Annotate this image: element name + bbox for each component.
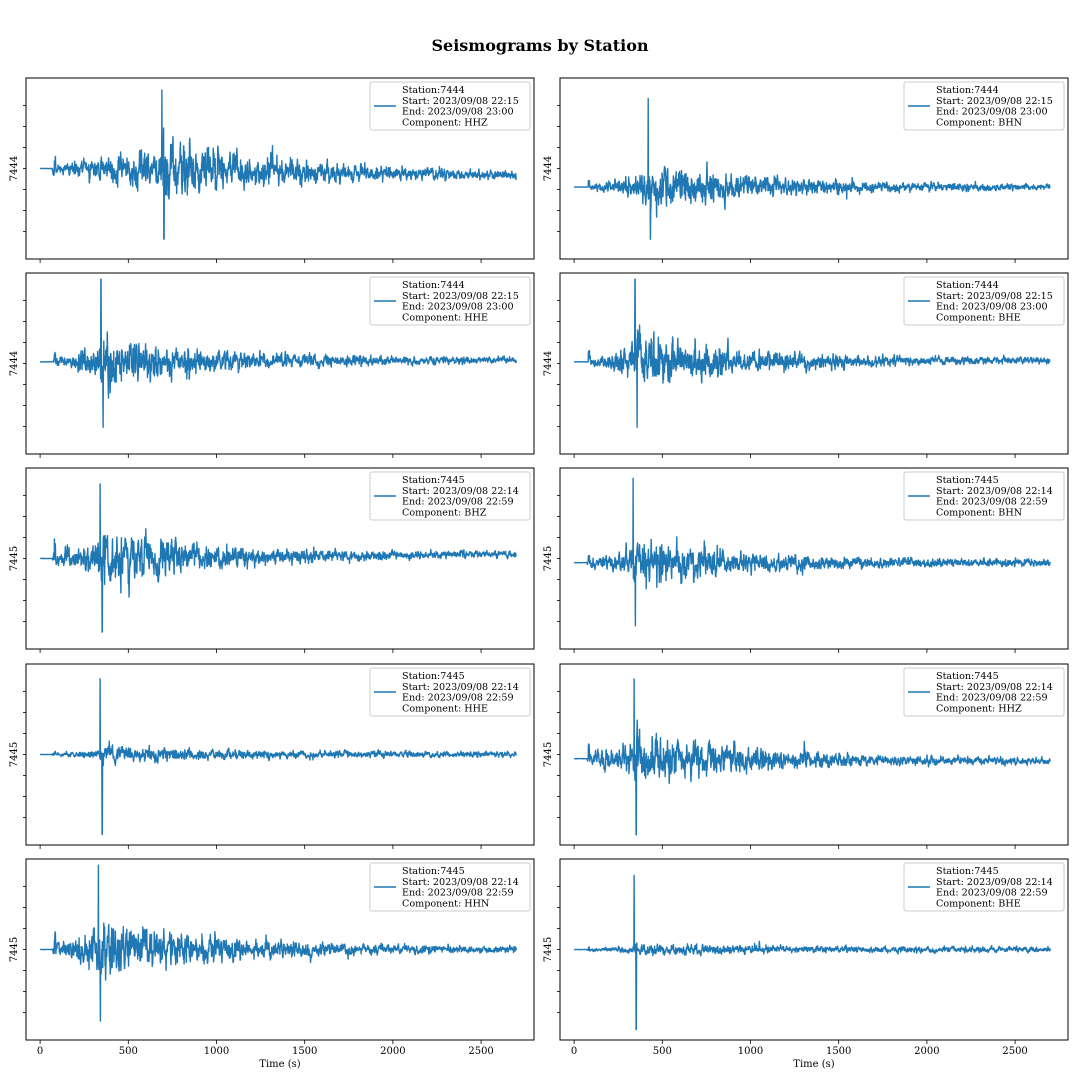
legend-text: End: 2023/09/08 23:00	[402, 302, 514, 313]
legend-box	[903, 81, 1065, 131]
legend-text: End: 2023/09/08 22:59	[936, 693, 1048, 704]
y-axis-label: 7444	[9, 156, 20, 181]
legend-text: Start: 2023/09/08 22:14	[402, 682, 519, 693]
y-axis-label: 7444	[543, 351, 554, 376]
x-tick-label: 0	[37, 1046, 43, 1057]
y-axis-label: 7445	[9, 742, 20, 767]
legend-text: Start: 2023/09/08 22:14	[936, 877, 1053, 888]
legend-text: Start: 2023/09/08 22:15	[936, 96, 1053, 107]
legend-text: Component: HHE	[402, 703, 488, 714]
legend-text: End: 2023/09/08 22:59	[936, 888, 1048, 899]
y-axis-label: 7445	[9, 937, 20, 962]
waveform-line	[573, 874, 1051, 1031]
legend-text: End: 2023/09/08 23:00	[402, 107, 514, 118]
y-axis-label: 7445	[9, 546, 20, 571]
x-tick-label: 2000	[380, 1046, 405, 1057]
legend-text: Station:7445	[402, 866, 465, 877]
legend-text: End: 2023/09/08 22:59	[936, 497, 1048, 508]
legend-box	[369, 276, 531, 326]
x-tick-label: 1000	[204, 1046, 229, 1057]
legend-box	[903, 276, 1065, 326]
legend-text: Component: BHE	[936, 312, 1021, 323]
waveform-line	[39, 89, 517, 240]
legend-text: Start: 2023/09/08 22:14	[936, 682, 1053, 693]
waveform-line	[573, 678, 1051, 836]
legend-box	[369, 862, 531, 912]
y-axis-label: 7444	[9, 351, 20, 376]
legend-box	[903, 667, 1065, 717]
legend-box	[369, 471, 531, 521]
legend-box	[369, 667, 531, 717]
x-tick-label: 1500	[826, 1046, 851, 1057]
waveform-line	[39, 678, 517, 836]
legend-text: Start: 2023/09/08 22:15	[402, 291, 519, 302]
x-tick-label: 1000	[738, 1046, 763, 1057]
legend-text: Station:7445	[936, 475, 999, 486]
legend-text: Station:7444	[936, 85, 999, 96]
y-axis-label: 7445	[543, 546, 554, 571]
x-tick-label: 500	[653, 1046, 672, 1057]
chart-title: Seismograms by Station	[431, 36, 649, 55]
waveform-line	[573, 97, 1051, 240]
legend-text: Component: BHN	[936, 117, 1022, 128]
waveform-line	[39, 483, 517, 633]
legend-text: End: 2023/09/08 22:59	[402, 497, 514, 508]
legend-text: Station:7444	[402, 280, 465, 291]
legend-text: End: 2023/09/08 22:59	[402, 888, 514, 899]
legend-text: Component: HHZ	[936, 703, 1022, 714]
waveform-line	[573, 477, 1051, 627]
waveform-line	[39, 278, 517, 428]
legend-text: End: 2023/09/08 22:59	[402, 693, 514, 704]
legend-text: End: 2023/09/08 23:00	[936, 302, 1048, 313]
legend-text: Component: HHN	[402, 898, 489, 909]
waveform-line	[39, 864, 517, 1022]
x-axis-label: Time (s)	[793, 1059, 834, 1070]
legend-text: Start: 2023/09/08 22:14	[402, 486, 519, 497]
legend-text: Start: 2023/09/08 22:15	[402, 96, 519, 107]
x-axis-label: Time (s)	[259, 1059, 300, 1070]
legend-text: Component: BHN	[936, 507, 1022, 518]
x-tick-label: 500	[119, 1046, 138, 1057]
legend-text: Component: BHE	[936, 898, 1021, 909]
legend-box	[903, 471, 1065, 521]
legend-text: Start: 2023/09/08 22:14	[402, 877, 519, 888]
legend-text: Start: 2023/09/08 22:15	[936, 291, 1053, 302]
y-axis-label: 7445	[543, 937, 554, 962]
legend-text: Component: HHE	[402, 312, 488, 323]
legend-text: Station:7444	[402, 85, 465, 96]
legend-text: Station:7445	[402, 475, 465, 486]
x-tick-label: 1500	[292, 1046, 317, 1057]
x-tick-label: 0	[571, 1046, 577, 1057]
legend-text: Station:7445	[936, 671, 999, 682]
legend-box	[369, 81, 531, 131]
legend-text: Station:7444	[936, 280, 999, 291]
waveform-line	[573, 278, 1051, 428]
y-axis-label: 7445	[543, 742, 554, 767]
y-axis-label: 7444	[543, 156, 554, 181]
legend-text: Start: 2023/09/08 22:14	[936, 486, 1053, 497]
legend-text: Component: HHZ	[402, 117, 488, 128]
legend-text: Component: BHZ	[402, 507, 487, 518]
legend-text: Station:7445	[402, 671, 465, 682]
legend-text: End: 2023/09/08 23:00	[936, 107, 1048, 118]
x-tick-label: 2000	[914, 1046, 939, 1057]
legend-box	[903, 862, 1065, 912]
x-tick-label: 2500	[468, 1046, 493, 1057]
legend-text: Station:7445	[936, 866, 999, 877]
x-tick-label: 2500	[1002, 1046, 1027, 1057]
